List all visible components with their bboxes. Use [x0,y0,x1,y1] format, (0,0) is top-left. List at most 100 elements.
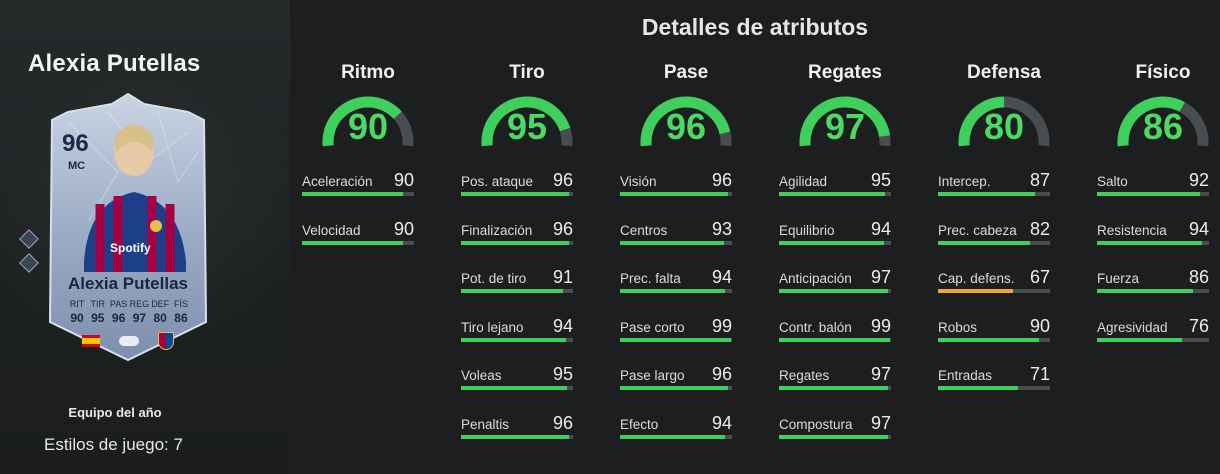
card-stat-value: 80 [153,311,167,325]
attribute-bar [938,192,1050,196]
attribute-row[interactable]: Cap. defens. 67 [938,267,1050,294]
card-stat: FÍS 86 [171,299,191,325]
card-stat-label: PAS [109,299,128,309]
playstyles-label[interactable]: Estilos de juego: 7 [44,435,183,454]
attribute-value: 93 [711,218,732,239]
svg-text:Spotify: Spotify [110,241,151,255]
player-name: Alexia Putellas [28,50,201,77]
attribute-bar [620,192,732,196]
attribute-row[interactable]: Agilidad 95 [779,170,891,196]
gauge-arc [322,96,414,147]
playstyle-badge-icon [19,253,39,273]
attribute-bar [779,386,891,391]
attribute-line: Intercep. 87 [938,170,1050,190]
attribute-line: Efecto 94 [620,413,732,433]
card-stat-label: TIR [90,299,106,309]
attribute-row[interactable]: Regates 97 [779,364,891,391]
card-background: Spotify [48,92,208,362]
attribute-row[interactable]: Pase largo 96 [620,364,732,391]
attribute-value: 86 [1188,267,1209,288]
attribute-line: Penaltis 96 [461,413,573,433]
attribute-line: Regates 97 [779,364,891,384]
attribute-name: Finalización [461,222,533,238]
attribute-bar [779,289,891,294]
card-stat-value: 95 [91,311,105,325]
attribute-bar-fill [461,240,569,245]
attribute-row[interactable]: Tiro lejano 94 [461,316,573,342]
attribute-row[interactable]: Efecto 94 [620,413,732,439]
card-stat-label: FÍS [173,299,188,309]
card-stat: RIT 90 [67,299,87,325]
attribute-row[interactable]: Prec. cabeza 82 [938,219,1050,245]
attribute-row[interactable]: Penaltis 96 [461,413,573,439]
player-card[interactable]: Spotify 96 MC Alexia Putellas RIT 90 TIR 9… [48,92,208,362]
attribute-bar-fill [938,240,1030,245]
attribute-row[interactable]: Intercep. 87 [938,170,1050,196]
attribute-bar-fill [938,386,1018,391]
attribute-value: 76 [1188,315,1209,336]
attribute-name: Equilibrio [779,222,835,238]
attribute-row[interactable]: Agresividad 76 [1097,316,1209,342]
attribute-line: Resistencia 94 [1097,219,1209,239]
category-name: Defensa [967,62,1041,83]
attribute-row[interactable]: Centros 93 [620,219,732,245]
attribute-row[interactable]: Voleas 95 [461,364,573,391]
attribute-row[interactable]: Pos. ataque 96 [461,170,573,196]
attribute-value: 96 [552,170,573,190]
card-stat-label: RIT [69,299,85,309]
attribute-row[interactable]: Finalización 96 [461,219,573,245]
attribute-row[interactable]: Prec. falta 94 [620,267,732,294]
attribute-bar [620,289,732,294]
attribute-row[interactable]: Fuerza 86 [1097,267,1209,294]
card-stat-value: 96 [111,311,126,325]
attribute-row[interactable]: Pot. de tiro 91 [461,267,573,294]
attribute-row[interactable]: Salto 92 [1097,170,1209,196]
attribute-value: 97 [870,413,891,433]
category-name: Regates [808,62,882,83]
attribute-bar-fill [1097,240,1203,245]
attribute-line: Robos 90 [938,316,1050,336]
category-value: 86 [1142,106,1184,147]
attribute-row[interactable]: Entradas 71 [938,364,1050,391]
card-stat-label: REG [129,299,150,309]
attribute-row[interactable]: Velocidad 90 [302,219,414,245]
attribute-row[interactable]: Aceleración 90 [302,170,414,196]
category-gauge: 90 [308,90,428,150]
attribute-bar-fill [461,337,567,342]
attribute-value: 94 [870,218,891,239]
attribute-row[interactable]: Equilibrio 94 [779,219,891,245]
spain-flag-icon [82,335,100,347]
attribute-bar-fill [779,337,890,342]
attribute-row[interactable]: Visión 96 [620,170,732,196]
category-name: Pase [663,62,709,83]
attribute-bar [461,435,573,439]
attribute-bar-fill [302,240,403,245]
attribute-row[interactable]: Pase corto 99 [620,316,732,342]
attribute-bar [620,337,732,342]
category-value: 80 [983,106,1025,147]
attribute-bar-fill [1097,289,1194,294]
attribute-value: 97 [870,364,891,385]
attribute-row[interactable]: Anticipación 97 [779,267,891,294]
attribute-row[interactable]: Compostura 97 [779,413,891,439]
category-físico: Físico 86 [1103,62,1220,150]
attribute-line: Cap. defens. 67 [938,267,1050,287]
attribute-line: Compostura 97 [779,413,891,433]
category-name: Tiro [509,62,545,83]
attribute-value: 87 [1029,170,1050,190]
attribute-bar [1097,240,1209,245]
category-gauge: 97 [785,90,905,150]
attribute-name: Pase corto [620,319,685,335]
attribute-row[interactable]: Resistencia 94 [1097,219,1209,245]
player-panel: Alexia Putellas Spotify 96 MC Alexia Put [0,0,290,474]
attribute-bar [938,337,1050,342]
attribute-row[interactable]: Robos 90 [938,316,1050,342]
attribute-name: Robos [938,319,978,335]
attribute-bar [620,386,732,391]
card-stats: RIT 90 TIR 95 PAS 96 REG 97 DEF 80 FÍS 86 [67,299,191,325]
attribute-value: 91 [552,267,573,288]
liga-f-icon [118,335,140,347]
attribute-bar-fill [779,192,886,196]
attribute-row[interactable]: Contr. balón 99 [779,316,891,342]
attribute-line: Voleas 95 [461,364,573,384]
